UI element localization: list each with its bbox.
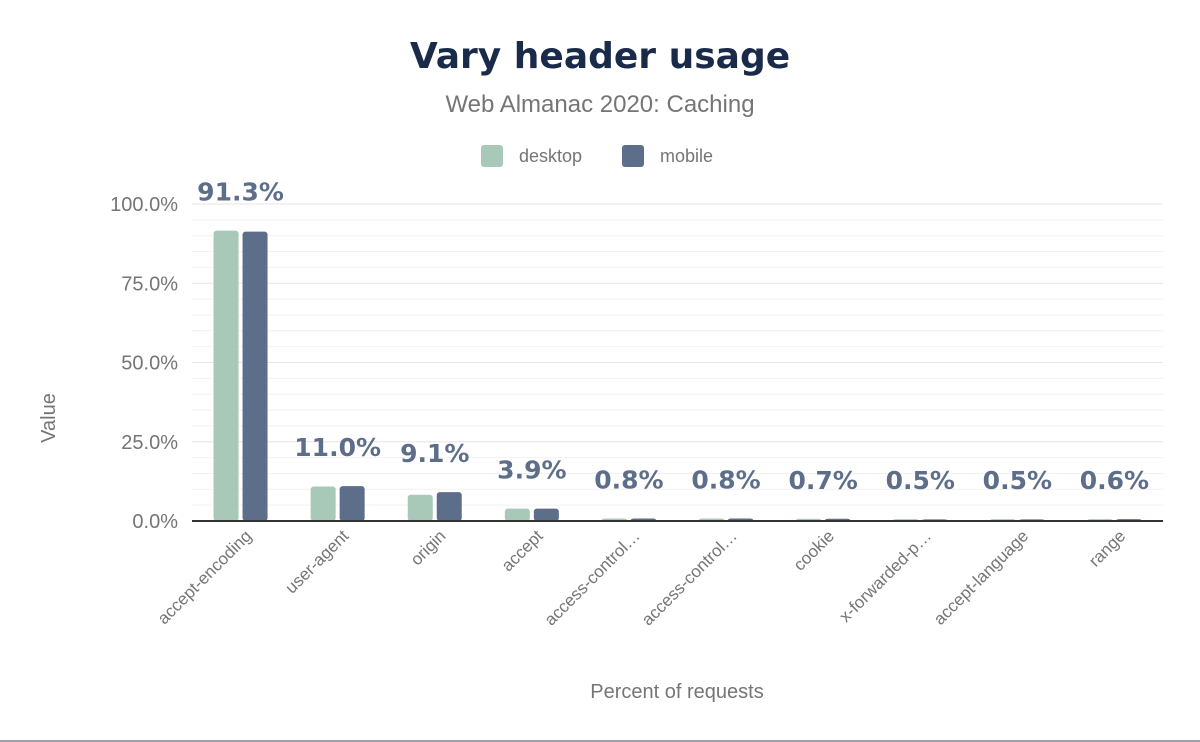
mobile-legend-label: mobile [660, 146, 713, 166]
y-tick-label: 0.0% [132, 511, 178, 533]
data-label: 3.9% [497, 456, 566, 485]
y-axis-title: Value [38, 393, 60, 443]
data-label: 11.0% [294, 433, 381, 462]
chart-subtitle: Web Almanac 2020: Caching [445, 91, 754, 118]
data-label: 0.6% [1080, 466, 1149, 495]
x-tick-label: origin [407, 526, 450, 569]
y-tick-label: 25.0% [121, 432, 178, 454]
x-tick-label: accept-language [930, 526, 1032, 628]
x-tick-label: accept-encoding [154, 526, 256, 628]
data-label: 0.8% [691, 465, 760, 494]
gridlines [192, 203, 1163, 506]
mobile-bar [242, 231, 268, 522]
mobile-bar [533, 508, 559, 521]
x-tick-label: user-agent [282, 526, 353, 597]
desktop-bar [310, 486, 336, 521]
data-label: 0.5% [886, 466, 955, 495]
desktop-legend-label: desktop [519, 146, 582, 166]
y-tick-label: 100.0% [110, 194, 178, 216]
data-label: 91.3% [197, 178, 284, 207]
data-label: 9.1% [400, 439, 469, 468]
x-axis-title: Percent of requests [590, 681, 763, 703]
chart-title: Vary header usage [410, 36, 790, 77]
x-tick-label: cookie [790, 526, 838, 574]
data-labels: 91.3% 11.0% 9.1% 3.9% 0.8% 0.8% 0.7% 0.5% 0.5% 0.… [197, 178, 1149, 495]
y-tick-label: 50.0% [121, 353, 178, 375]
legend: desktop mobile [481, 145, 713, 167]
x-tick-label: access-control… [638, 526, 741, 629]
x-tick-label: range [1085, 526, 1129, 570]
y-axis-ticks: 0.0% 25.0% 50.0% 75.0% 100.0% [110, 194, 178, 533]
mobile-bar [436, 492, 462, 521]
data-label: 0.7% [788, 466, 857, 495]
bars [213, 230, 1142, 522]
x-tick-label: access-control… [541, 526, 644, 629]
desktop-bar [504, 508, 530, 521]
x-axis-ticks: accept-encoding user-agent origin acceptacc… [154, 526, 1130, 629]
bottom-divider [0, 740, 1200, 742]
desktop-legend-swatch [481, 145, 503, 167]
mobile-bar [339, 486, 365, 521]
x-tick-label: accept [498, 526, 547, 575]
desktop-bar [407, 494, 433, 521]
mobile-legend-swatch [622, 145, 644, 167]
data-label: 0.8% [594, 465, 663, 494]
x-tick-label: x-forwarded-p… [835, 526, 935, 626]
y-tick-label: 75.0% [121, 273, 178, 295]
desktop-bar [213, 230, 239, 522]
data-label: 0.5% [983, 466, 1052, 495]
